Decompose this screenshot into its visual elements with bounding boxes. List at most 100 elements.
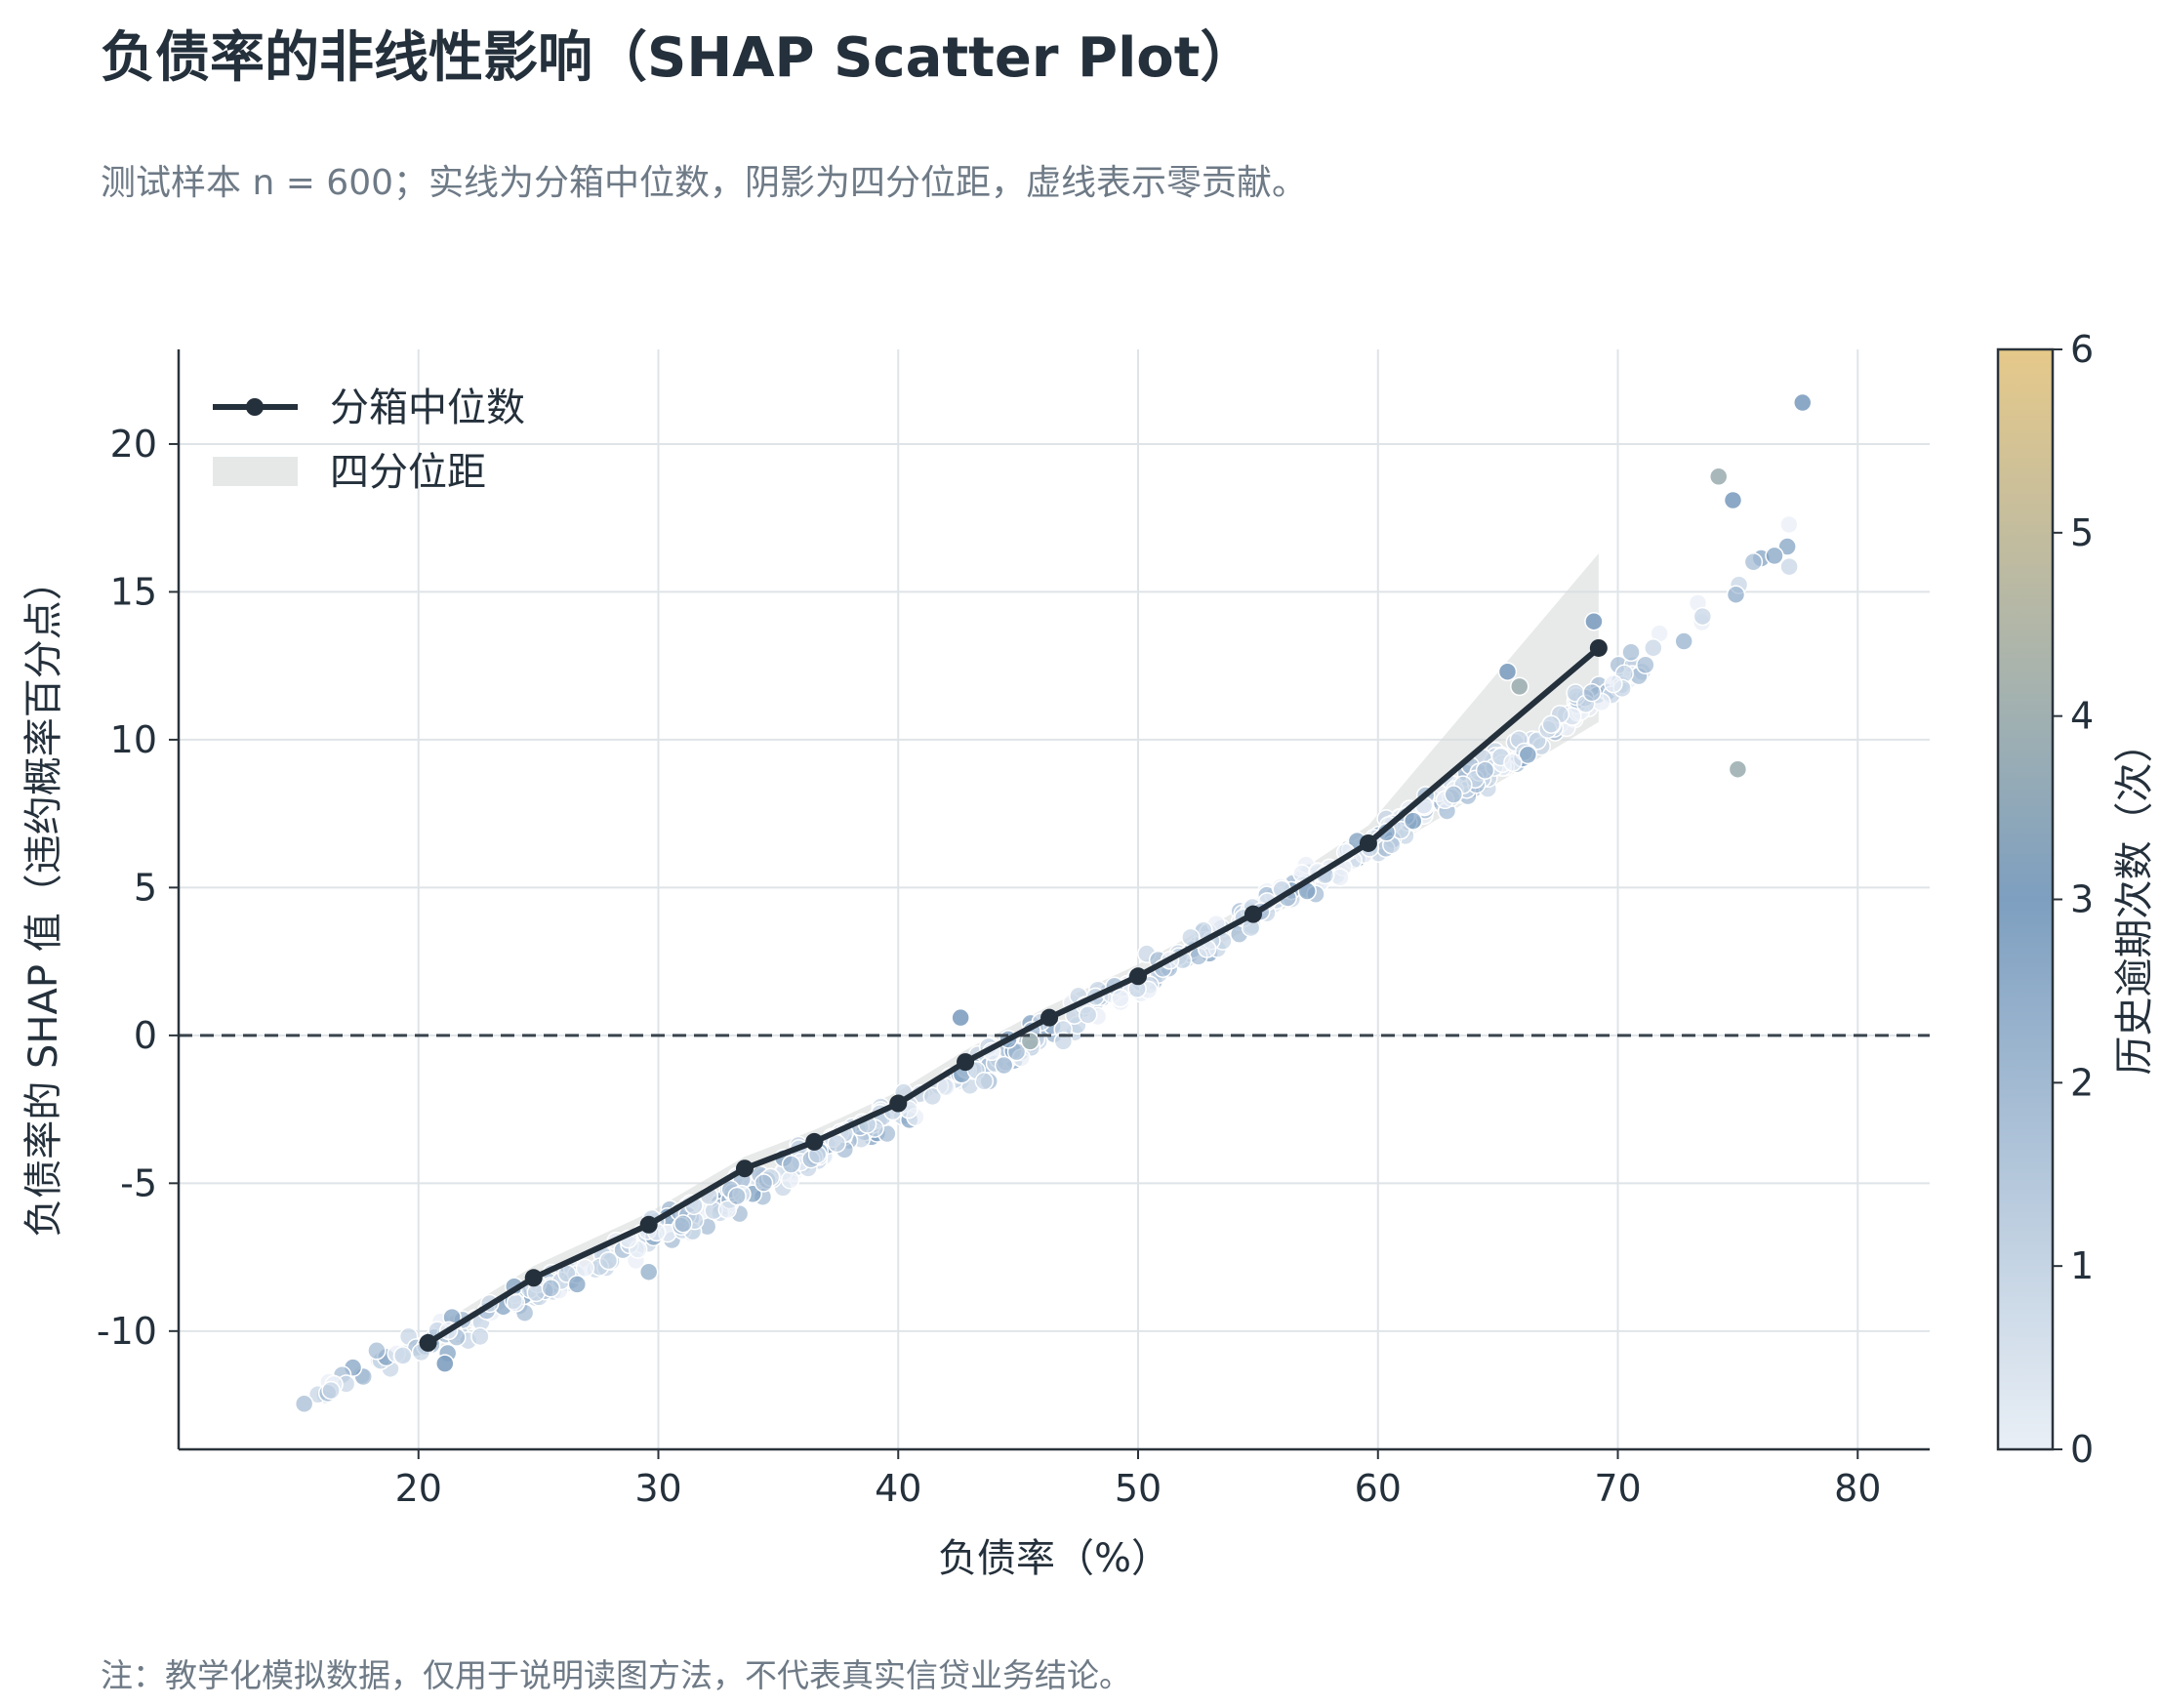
legend-iqr-swatch [213,457,298,486]
legend-median-marker [246,398,264,416]
scatter-point [393,1346,413,1365]
scatter-point [1053,1032,1074,1051]
scatter-point [1475,760,1495,780]
scatter-point [598,1250,619,1271]
median-marker [889,1094,908,1113]
iqr-band [428,553,1599,1356]
scatter-point [1743,551,1764,572]
median-marker [1589,638,1608,657]
colorbar-tick-label: 5 [2070,511,2094,554]
footnote: 注：教学化模拟数据，仅用于说明读图方法，不代表真实信贷业务结论。 [101,1656,1131,1694]
scatter-point [1636,655,1655,674]
scatter-point [1723,490,1743,510]
x-tick-label: 70 [1594,1467,1641,1510]
legend-iqr-label: 四分位距 [330,450,486,495]
scatter-point [1779,514,1799,535]
median-marker [1359,834,1377,852]
scatter-point [1078,1005,1098,1025]
axes [177,349,1930,1451]
scatter-point [321,1380,341,1401]
scatter-point [673,1214,693,1234]
scatter-point [1404,811,1423,831]
median-marker [639,1215,658,1234]
scatter-point [470,1326,490,1347]
scatter-point [936,1078,956,1097]
scatter-point [638,1262,659,1281]
y-axis-label: 负债率的 SHAP 值（违约概率百分点） [21,561,66,1237]
colorbar: 0 1 2 3 4 5 6 历史逾期次数（次） [1996,328,2157,1471]
colorbar-label: 历史逾期次数（次） [2112,724,2157,1076]
y-tick-label: 15 [110,570,157,613]
scatter-point [781,1155,801,1174]
x-axis-label: 负债率（%） [938,1536,1170,1581]
scatter-point [575,1258,595,1278]
colorbar-tick-label: 6 [2070,328,2094,371]
scatter-point [567,1275,588,1294]
colorbar-tick-label: 0 [2070,1428,2094,1471]
x-tick-label: 30 [634,1467,681,1510]
scatter-point [1644,638,1663,658]
median-marker [419,1333,437,1352]
chart-subtitle: 测试样本 n = 600；实线为分箱中位数，阴影为四分位距，虚线表示零贡献。 [101,163,1308,203]
median-marker [1244,905,1262,923]
y-tick-label: 10 [110,718,157,761]
scatter-point [1584,611,1604,631]
y-tick-label: -5 [120,1161,157,1204]
scatter-point [1497,662,1518,681]
scatter-point [1604,673,1623,694]
y-tick-label: -10 [97,1310,157,1353]
scatter-point [922,1086,943,1107]
scatter-point [506,1293,526,1313]
x-tick-label: 40 [875,1467,921,1510]
scatter-point [1793,392,1813,413]
scatter-point [435,1354,455,1373]
y-tick-label: 0 [134,1014,157,1057]
colorbar-gradient [1996,347,2055,1451]
chart-title: 负债率的非线性影响（SHAP Scatter Plot） [101,26,1255,90]
y-tick-label: 20 [110,423,157,466]
scatter-point [1020,1032,1040,1051]
scatter-point [994,1055,1014,1076]
x-tick-label: 80 [1834,1467,1881,1510]
colorbar-tick-label: 3 [2070,878,2094,921]
scatter-point [1518,745,1538,765]
x-tick-label: 20 [395,1467,442,1510]
scatter-point [974,1072,995,1091]
scatter-point [1728,759,1748,779]
scatter-point [1674,631,1693,651]
scatter-point [1692,606,1713,627]
median-marker [524,1269,543,1287]
x-tick-label: 60 [1355,1467,1402,1510]
median-marker [1040,1008,1059,1027]
scatter-point [1111,989,1130,1008]
scatter-point [727,1186,747,1206]
scatter-point [1582,682,1602,703]
scatter-point [717,1200,738,1220]
scatter-point [1503,752,1523,772]
scatter-point [541,1279,561,1298]
colorbar-tick-label: 4 [2070,695,2094,738]
scatter-point [294,1394,314,1414]
scatter-point [1726,585,1746,604]
scatter-point [754,1173,774,1193]
median-line [427,645,1601,1346]
scatter-point [1708,467,1729,487]
median-marker [735,1159,754,1178]
scatter-point [1621,642,1641,663]
scatter-points [294,392,1813,1414]
colorbar-tick-label: 1 [2070,1244,2094,1287]
scatter-point [1444,785,1464,804]
scatter-point [1779,556,1799,577]
median-marker [805,1132,824,1151]
median-marker [1129,967,1148,986]
scatter-point [367,1341,387,1361]
scatter-point [951,1007,970,1028]
colorbar-tick-label: 2 [2070,1061,2094,1104]
legend-median-label: 分箱中位数 [330,386,525,430]
grid-lines [179,349,1930,1449]
y-tick-label: 5 [134,866,157,909]
scatter-point [1765,546,1784,566]
median-marker [957,1053,975,1072]
